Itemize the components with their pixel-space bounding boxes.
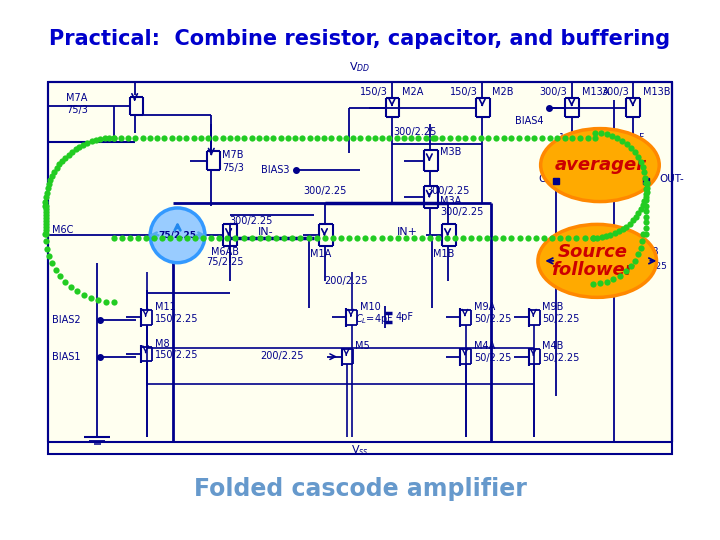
Circle shape [150, 208, 205, 262]
Text: follower: follower [552, 261, 634, 279]
Text: M9A: M9A [474, 302, 495, 312]
Text: M1B: M1B [433, 249, 454, 259]
Text: 4pF: 4pF [395, 313, 413, 322]
Text: 200/2.25: 200/2.25 [260, 352, 303, 361]
Text: 75/2.25: 75/2.25 [206, 256, 244, 267]
Text: BIAS1: BIAS1 [52, 352, 80, 362]
Text: M5: M5 [356, 341, 370, 352]
Text: Source: Source [558, 243, 628, 261]
Text: V$_{DD}$: V$_{DD}$ [349, 60, 371, 75]
Text: M7B: M7B [222, 150, 244, 160]
Text: M7A: M7A [66, 93, 88, 104]
Text: M3B: M3B [441, 147, 462, 157]
Text: M12A: M12A [549, 247, 576, 258]
Text: 20K: 20K [567, 185, 584, 193]
Text: 150/3: 150/3 [450, 87, 478, 97]
Text: IN-: IN- [258, 227, 274, 237]
Text: 75/3: 75/3 [222, 163, 244, 173]
Text: IN+: IN+ [397, 227, 418, 237]
Text: 75/2.25: 75/2.25 [158, 231, 197, 240]
Text: 200/2.25: 200/2.25 [325, 276, 368, 286]
Text: M2A: M2A [402, 87, 423, 97]
Text: 300/2.25: 300/2.25 [441, 207, 484, 217]
Text: 50/2.25: 50/2.25 [474, 314, 511, 324]
Text: 150/3: 150/3 [360, 87, 388, 97]
Ellipse shape [541, 129, 660, 201]
Text: Practical:  Combine resistor, capacitor, and buffering: Practical: Combine resistor, capacitor, … [50, 29, 670, 49]
Text: V$_{ss}$: V$_{ss}$ [351, 443, 369, 457]
Text: 1.5pF: 1.5pF [620, 133, 645, 143]
Text: M10: M10 [360, 302, 381, 312]
Text: M4A: M4A [474, 341, 495, 352]
Text: Folded cascode amplifier: Folded cascode amplifier [194, 477, 526, 501]
Text: 150/2.25: 150/2.25 [155, 314, 198, 324]
Text: 300/2.25: 300/2.25 [229, 217, 272, 226]
Text: M4B: M4B [542, 341, 564, 352]
Text: M9B: M9B [542, 302, 564, 312]
Text: M2B: M2B [492, 87, 514, 97]
Text: 150/2.25: 150/2.25 [155, 350, 198, 361]
Text: BIAS2: BIAS2 [52, 315, 80, 325]
Text: M13A: M13A [582, 87, 609, 97]
Text: 300/2.25: 300/2.25 [304, 186, 347, 196]
Text: 300/3: 300/3 [540, 87, 567, 97]
Ellipse shape [538, 225, 657, 298]
Text: BIAS3: BIAS3 [261, 165, 290, 174]
Text: M6C: M6C [52, 225, 73, 235]
Text: 75/3: 75/3 [66, 105, 88, 116]
Text: M1A: M1A [310, 249, 331, 259]
Text: M13B: M13B [643, 87, 670, 97]
Text: OUT-: OUT- [660, 174, 684, 184]
Text: BIAS4: BIAS4 [515, 116, 544, 126]
Text: M12B: M12B [631, 247, 659, 258]
Bar [48, 82, 672, 454]
Text: 50/2.25: 50/2.25 [474, 353, 511, 363]
Text: 300/2.25: 300/2.25 [393, 127, 436, 137]
Text: $C_L$=4pF: $C_L$=4pF [356, 312, 394, 326]
Text: 1000/2.25: 1000/2.25 [621, 261, 667, 270]
Text: OUT+: OUT+ [538, 174, 569, 184]
Text: 20K: 20K [617, 185, 634, 193]
Text: 50/2.25: 50/2.25 [542, 353, 580, 363]
Text: 300/2.25: 300/2.25 [427, 186, 470, 196]
Text: M8: M8 [155, 339, 169, 349]
Text: 50/2.25: 50/2.25 [542, 314, 580, 324]
Text: M11: M11 [155, 302, 176, 312]
Text: averager: averager [554, 156, 646, 174]
Text: M6AB: M6AB [211, 247, 239, 258]
Text: 300/3: 300/3 [601, 87, 629, 97]
Text: 1.5pF: 1.5pF [559, 133, 585, 143]
Text: M3A: M3A [441, 197, 462, 206]
